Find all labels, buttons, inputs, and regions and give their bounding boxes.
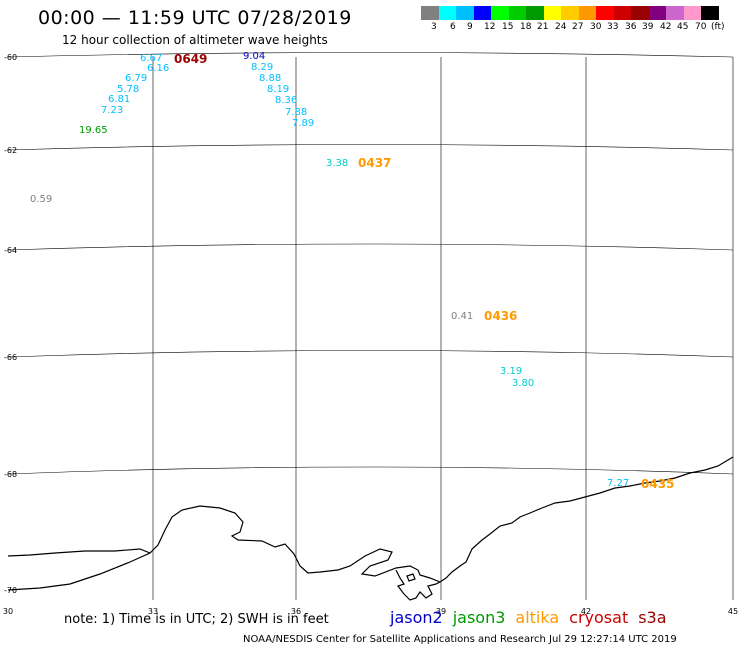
lon-label: 36 xyxy=(291,607,301,616)
parallel-line xyxy=(7,144,734,151)
wave-height-value: 8.88 xyxy=(259,73,281,84)
legend-label: 42 xyxy=(660,22,672,32)
pass-time-label: 0436 xyxy=(484,309,517,323)
legend-swatch xyxy=(631,6,649,20)
legend-label: 9 xyxy=(467,22,473,32)
legend-label: 12 xyxy=(484,22,496,32)
legend-label: 33 xyxy=(607,22,619,32)
legend-swatch xyxy=(683,6,701,20)
legend-label: 45 xyxy=(677,22,689,32)
credit-line: NOAA/NESDIS Center for Satellite Applica… xyxy=(243,634,677,645)
lat-label: -66 xyxy=(4,353,17,362)
wave-height-value: 3.80 xyxy=(512,378,534,389)
legend-label: 39 xyxy=(642,22,654,32)
wave-height-value: 8.29 xyxy=(251,62,273,73)
legend-swatch xyxy=(438,6,456,20)
lon-label: 39 xyxy=(436,607,446,616)
island xyxy=(406,573,416,582)
legend-label: (ft) xyxy=(711,22,725,32)
legend-label: 24 xyxy=(555,22,567,32)
axis-labels: -60 -62 -64 -66 -68 -70 30 33 36 39 42 45 xyxy=(3,53,738,616)
wave-height-value: 7.89 xyxy=(292,118,314,129)
parallel-line xyxy=(7,243,734,251)
parallel-line xyxy=(7,52,734,58)
legend-label: 6 xyxy=(450,22,456,32)
legend-label: 18 xyxy=(520,22,532,32)
pass-time-label: 0437 xyxy=(358,156,391,170)
wave-height-value: 9.04 xyxy=(243,51,265,62)
satellite-legend: jason2 jason3 altika cryosat s3a xyxy=(390,608,677,627)
legend-swatch xyxy=(526,6,544,20)
legend-swatch xyxy=(456,6,474,20)
legend-swatch xyxy=(491,6,509,20)
wave-height-value: 7.27 xyxy=(607,478,629,489)
legend-swatch xyxy=(561,6,579,20)
legend-swatch xyxy=(596,6,614,20)
lon-label: 42 xyxy=(581,607,591,616)
wave-height-value: 6.16 xyxy=(147,63,169,74)
parallel-line xyxy=(7,466,734,475)
wave-height-value: 8.36 xyxy=(275,95,297,106)
lat-label: -68 xyxy=(4,470,17,479)
legend-swatch xyxy=(701,6,719,20)
color-legend xyxy=(421,6,719,20)
legend-label: 36 xyxy=(625,22,637,32)
map-title: 00:00 — 11:59 UTC 07/28/2019 xyxy=(38,7,352,29)
coastline-main xyxy=(7,456,734,591)
legend-swatch xyxy=(543,6,561,20)
satellite-s3a: s3a xyxy=(638,608,667,627)
legend-label: 30 xyxy=(590,22,602,32)
wave-height-value: 0.59 xyxy=(30,194,52,205)
wave-height-value: 6.81 xyxy=(108,94,130,105)
wave-height-value: 7.88 xyxy=(285,107,307,118)
wave-height-readings: 6.676.166.795.786.817.23 19.65 9.048.298.8… xyxy=(30,51,674,491)
legend-swatch xyxy=(578,6,596,20)
wave-height-value: 5.78 xyxy=(117,84,139,95)
lon-label: 45 xyxy=(728,607,738,616)
legend-swatch xyxy=(613,6,631,20)
legend-swatch xyxy=(508,6,526,20)
legend-swatch xyxy=(421,6,439,20)
lat-label: -62 xyxy=(4,146,17,155)
lat-label: -70 xyxy=(4,586,17,595)
antarctic-coastline xyxy=(7,456,734,601)
satellite-altika: altika xyxy=(515,608,560,627)
wave-height-value: 8.19 xyxy=(267,84,289,95)
wave-height-value: 3.38 xyxy=(326,158,348,169)
footer-note: note: 1) Time is in UTC; 2) SWH is in fe… xyxy=(64,612,329,627)
legend-label: 27 xyxy=(572,22,584,32)
wave-height-value: 7.23 xyxy=(101,105,123,116)
satellite-jason3: jason3 xyxy=(452,608,506,627)
lon-label: 33 xyxy=(148,607,158,616)
satellite-jason2: jason2 xyxy=(390,608,443,627)
coastline-west xyxy=(7,548,151,557)
legend-swatch xyxy=(473,6,491,20)
wave-height-value: 3.19 xyxy=(500,366,522,377)
wave-height-value: 6.67 xyxy=(140,53,162,64)
wave-height-value: 19.65 xyxy=(79,125,108,136)
grid-lines xyxy=(7,52,734,600)
legend-label: 15 xyxy=(502,22,514,32)
lat-label: -64 xyxy=(4,246,17,255)
legend-swatch xyxy=(648,6,666,20)
wave-height-value: 0.41 xyxy=(451,311,473,322)
map-subtitle: 12 hour collection of altimeter wave hei… xyxy=(62,33,328,47)
pass-time-label: 0435 xyxy=(641,477,674,491)
legend-label: 70 xyxy=(695,22,707,32)
coastline-inlet xyxy=(395,569,441,601)
pass-time-label: 0649 xyxy=(174,52,207,66)
satellite-cryosat: cryosat xyxy=(569,608,629,627)
wave-height-value: 6.79 xyxy=(125,73,147,84)
legend-label: 3 xyxy=(431,22,437,32)
legend-label: 21 xyxy=(537,22,549,32)
parallel-line xyxy=(7,350,734,358)
lat-label: -60 xyxy=(4,53,17,62)
lon-label: 30 xyxy=(3,607,13,616)
legend-swatch xyxy=(666,6,684,20)
